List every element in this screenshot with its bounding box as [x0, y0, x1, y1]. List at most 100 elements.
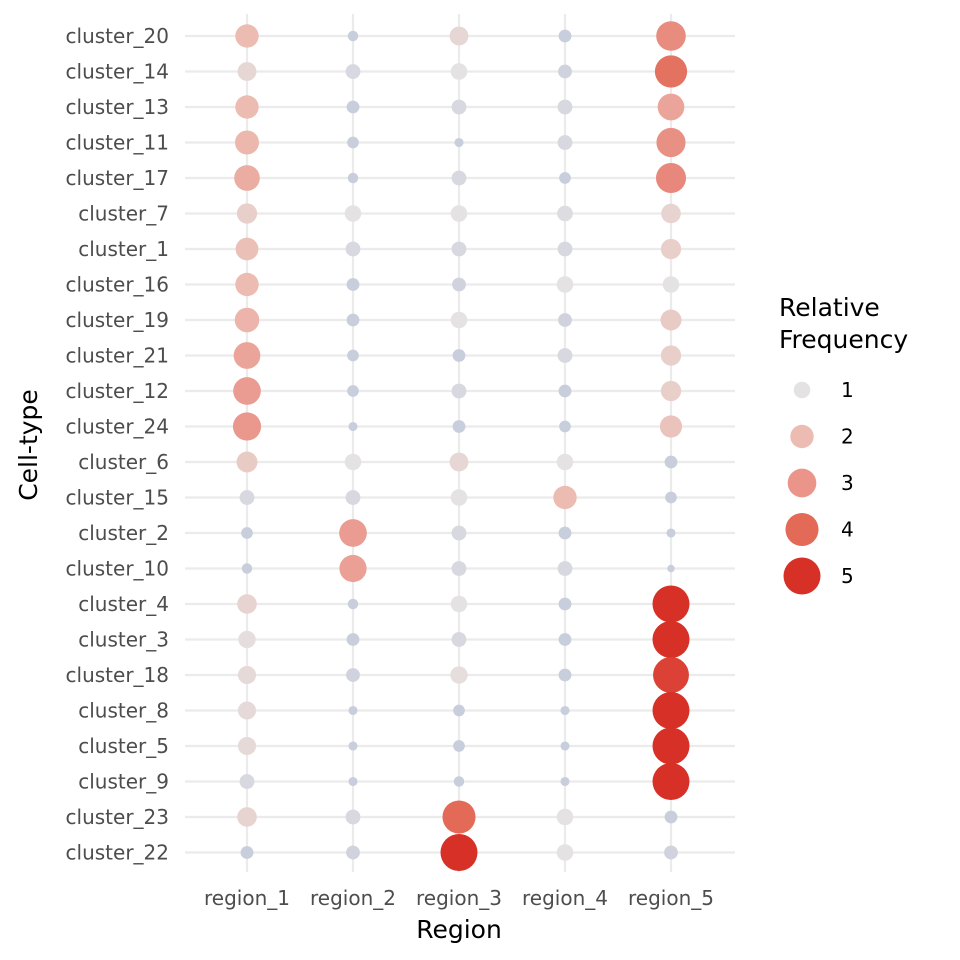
legend-key-dot [783, 557, 821, 595]
x-tick-label: region_3 [416, 886, 502, 910]
dot-cluster_23-region_2 [345, 809, 361, 825]
dot-cluster_18-region_4 [558, 668, 572, 682]
dot-cluster_3-region_2 [346, 633, 360, 646]
dot-cluster_4-region_5 [652, 585, 690, 623]
dot-cluster_20-region_2 [347, 30, 359, 42]
y-tick-label: cluster_4 [78, 592, 169, 616]
y-tick-label: cluster_13 [66, 95, 169, 119]
dot-cluster_14-region_4 [558, 64, 572, 79]
dot-cluster_14-region_2 [345, 64, 361, 79]
dot-cluster_4-region_2 [347, 598, 359, 610]
dot-cluster_23-region_5 [664, 810, 678, 824]
dot-cluster_7-region_1 [236, 203, 258, 224]
dot-cluster_17-region_3 [451, 170, 467, 186]
dot-cluster_1-region_3 [451, 241, 467, 257]
dot-cluster_17-region_2 [347, 172, 359, 184]
y-tick-label: cluster_11 [66, 131, 169, 155]
dot-cluster_23-region_1 [237, 807, 257, 827]
dot-cluster_10-region_1 [241, 563, 253, 574]
dot-cluster_20-region_4 [558, 29, 572, 43]
legend-title-line1: Relative [779, 293, 880, 322]
dot-cluster_19-region_5 [660, 309, 682, 331]
dot-cluster_21-region_4 [557, 348, 573, 363]
dot-cluster_12-region_5 [660, 380, 682, 402]
legend-keys: 1 2 3 4 5 [783, 378, 854, 595]
dot-cluster_22-region_4 [556, 844, 574, 861]
y-tick-label: cluster_20 [66, 24, 169, 48]
dot-cluster_21-region_3 [452, 349, 466, 362]
dot-cluster_8-region_4 [560, 705, 570, 716]
y-tick-label: cluster_16 [66, 273, 169, 297]
y-tick-labels: cluster_20 cluster_14 cluster_13 cluster_11… [66, 24, 169, 865]
dot-cluster_6-region_4 [556, 453, 574, 471]
dot-cluster_5-region_1 [237, 736, 257, 756]
dot-cluster_6-region_2 [344, 453, 362, 471]
dot-cluster_20-region_3 [449, 26, 469, 46]
x-axis-title: Region [416, 915, 502, 944]
dot-cluster_4-region_1 [237, 594, 257, 614]
dot-cluster_21-region_2 [347, 349, 359, 362]
legend-key-label: 5 [841, 564, 854, 588]
dot-cluster_2-region_1 [241, 527, 253, 539]
dot-cluster_13-region_4 [557, 99, 573, 115]
dot-cluster_22-region_5 [664, 845, 678, 860]
dot-cluster_16-region_1 [235, 272, 259, 297]
y-tick-label: cluster_6 [78, 450, 169, 474]
dot-cluster_10-region_5 [667, 564, 675, 573]
dot-cluster_8-region_3 [453, 704, 465, 717]
y-axis-title: Cell-type [14, 389, 43, 501]
dot-cluster_16-region_5 [662, 276, 680, 293]
dot-cluster_2-region_4 [558, 526, 572, 540]
dot-cluster_20-region_1 [235, 24, 259, 48]
dot-cluster_1-region_5 [660, 238, 682, 260]
dot-cluster_24-region_5 [659, 415, 683, 438]
dot-cluster_24-region_3 [452, 420, 466, 433]
dot-cluster_16-region_4 [556, 276, 574, 293]
y-tick-label: cluster_17 [66, 166, 169, 190]
data-dots [232, 21, 690, 871]
dot-cluster_21-region_5 [660, 345, 682, 366]
dot-cluster_7-region_3 [450, 205, 468, 222]
dot-cluster_1-region_2 [345, 241, 361, 257]
dot-cluster_23-region_3 [442, 800, 476, 834]
dot-cluster_8-region_5 [652, 692, 690, 729]
dot-cluster_15-region_5 [665, 491, 677, 504]
dot-cluster_9-region_4 [560, 776, 570, 787]
dot-cluster_15-region_1 [239, 490, 255, 505]
y-tick-label: cluster_15 [66, 486, 169, 510]
dot-cluster_3-region_4 [558, 633, 572, 646]
dot-cluster_17-region_1 [234, 165, 260, 191]
y-tick-label: cluster_14 [66, 60, 169, 84]
dot-cluster_12-region_4 [558, 384, 572, 398]
y-tick-label: cluster_22 [66, 841, 169, 865]
dot-cluster_8-region_2 [348, 705, 358, 716]
dot-cluster_12-region_1 [233, 377, 261, 405]
dot-cluster_19-region_4 [558, 313, 572, 327]
x-tick-label: region_4 [522, 886, 608, 910]
x-tick-label: region_5 [628, 886, 714, 910]
dot-cluster_1-region_1 [235, 237, 259, 261]
dot-cluster_18-region_5 [653, 657, 689, 693]
dot-cluster_10-region_4 [557, 561, 573, 576]
y-tick-label: cluster_10 [66, 557, 169, 581]
dot-cluster_10-region_3 [451, 561, 467, 576]
dot-cluster_9-region_3 [453, 776, 465, 787]
dot-cluster_13-region_2 [346, 100, 360, 114]
y-tick-label: cluster_19 [66, 308, 169, 332]
dot-cluster_17-region_5 [655, 162, 687, 194]
dot-cluster_13-region_1 [235, 95, 259, 119]
dot-cluster_2-region_5 [666, 528, 676, 538]
dot-cluster_22-region_3 [440, 834, 478, 871]
dot-cluster_9-region_2 [348, 776, 358, 787]
dot-cluster_18-region_3 [450, 666, 468, 684]
legend-key-dot [790, 424, 814, 449]
dot-cluster_5-region_3 [453, 740, 465, 752]
legend-key-dot [793, 381, 811, 399]
dot-cluster_16-region_3 [452, 277, 466, 292]
legend-key-label: 4 [841, 518, 854, 542]
x-tick-labels: region_1 region_2 region_3 region_4 region_5 [204, 886, 714, 910]
legend-title-line2: Frequency [779, 325, 908, 354]
dot-cluster_4-region_3 [450, 595, 468, 613]
dot-cluster_18-region_2 [346, 668, 360, 682]
